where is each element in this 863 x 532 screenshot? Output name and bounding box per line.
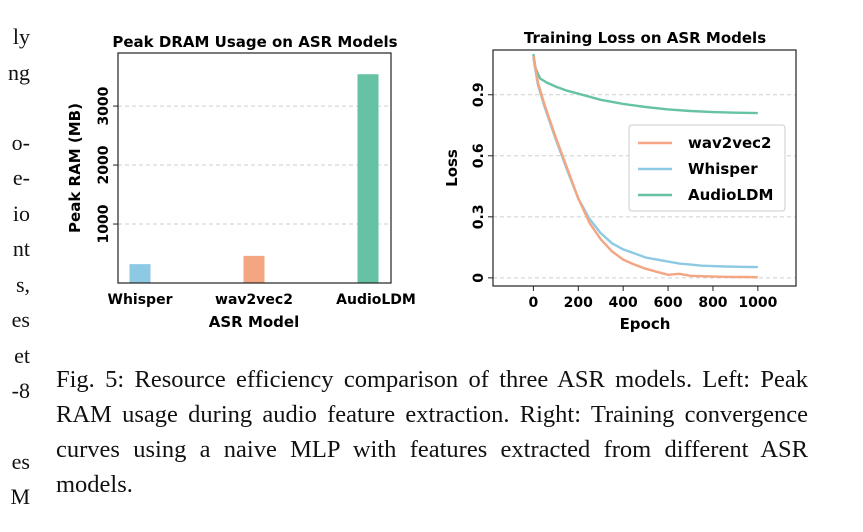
left-fragment: -8 bbox=[11, 378, 30, 403]
legend-label: Whisper bbox=[688, 160, 758, 178]
left-fragment: et bbox=[14, 343, 30, 368]
plot-frame bbox=[492, 49, 797, 287]
left-fragment: ng bbox=[8, 60, 30, 85]
y-tick-label: 1000 bbox=[96, 204, 112, 243]
left-fragment: es bbox=[11, 449, 30, 474]
x-tick-label: 800 bbox=[698, 295, 727, 311]
y-tick-label: 0 bbox=[471, 273, 487, 283]
x-tick-label: 200 bbox=[564, 295, 593, 311]
x-tick-label: 400 bbox=[609, 295, 638, 311]
bar-chart: Peak DRAM Usage on ASR Models 1000 2000 30… bbox=[66, 33, 416, 331]
x-tick-label: 600 bbox=[653, 295, 682, 311]
left-fragment: e- bbox=[12, 165, 30, 190]
y-tick-label: 0.6 bbox=[471, 143, 487, 168]
x-tick-label: wav2vec2 bbox=[215, 292, 293, 308]
left-fragment: s, bbox=[15, 272, 30, 297]
series-line bbox=[532, 53, 758, 115]
x-tick-label: 1000 bbox=[738, 295, 777, 311]
y-tick-label: 2000 bbox=[96, 145, 112, 184]
legend-box bbox=[628, 124, 786, 212]
y-axis-label: Peak RAM (MB) bbox=[66, 103, 84, 233]
x-tick-label: AudioLDM bbox=[336, 292, 416, 308]
legend-label: wav2vec2 bbox=[688, 134, 771, 152]
left-fragment: o- bbox=[11, 130, 30, 155]
left-fragment: es bbox=[11, 307, 30, 332]
y-tick-label: 0.3 bbox=[471, 204, 487, 229]
chart-title: Training Loss on ASR Models bbox=[524, 29, 766, 47]
left-fragment: ly bbox=[12, 24, 30, 49]
legend-label: AudioLDM bbox=[688, 186, 773, 204]
figure-caption: Fig. 5: Resource efficiency comparison o… bbox=[56, 366, 808, 498]
x-axis-label: ASR Model bbox=[209, 313, 299, 331]
chart-title: Peak DRAM Usage on ASR Models bbox=[112, 33, 397, 51]
x-tick-label: 0 bbox=[529, 295, 539, 311]
left-fragment: io bbox=[12, 201, 30, 226]
series-line bbox=[532, 55, 758, 279]
left-fragment: M bbox=[10, 484, 30, 509]
y-tick-label: 3000 bbox=[96, 86, 112, 125]
bar bbox=[243, 255, 265, 283]
left-column-text: ly ng o- e- io nt s, es et -8 es M bbox=[0, 0, 30, 532]
plot-frame bbox=[117, 52, 392, 284]
x-axis-label: Epoch bbox=[620, 315, 671, 333]
line-chart: Training Loss on ASR Models 0 0.3 0.6 0.9 0… bbox=[443, 29, 797, 333]
y-axis-label: Loss bbox=[443, 149, 461, 187]
y-tick-label: 0.9 bbox=[471, 82, 487, 107]
x-tick-label: Whisper bbox=[108, 292, 173, 308]
left-fragment: nt bbox=[12, 236, 30, 261]
legend: wav2vec2 Whisper AudioLDM bbox=[628, 124, 786, 212]
bar bbox=[129, 264, 151, 283]
bar bbox=[357, 74, 379, 283]
